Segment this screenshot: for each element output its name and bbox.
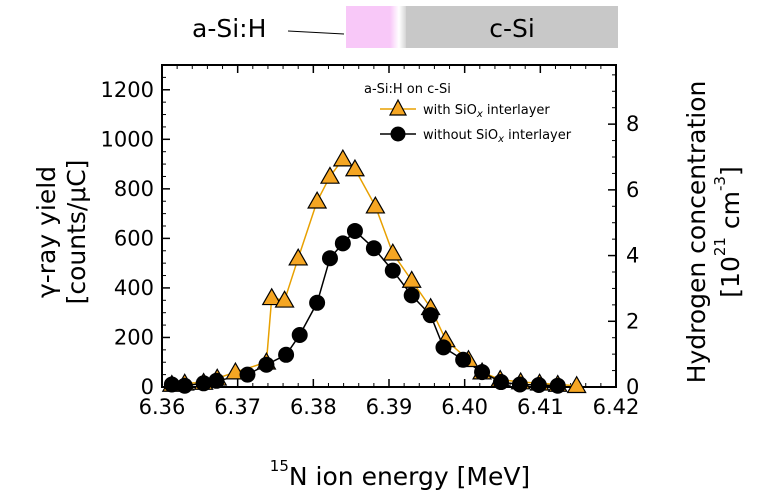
x-tick-label: 6.37	[214, 395, 261, 419]
series-1-point	[365, 240, 382, 257]
y-tick-label: 1000	[101, 127, 154, 151]
series-1-point	[309, 294, 326, 311]
y2-tick-label: 8	[626, 112, 639, 136]
a-si-h-pointer	[287, 30, 345, 35]
series-1-point	[258, 356, 275, 373]
y2-title-sup1: 21	[711, 237, 729, 256]
series-0-point	[365, 195, 386, 214]
y-tick-label: 1200	[101, 78, 154, 102]
y-tick-label: 0	[141, 375, 154, 399]
c-si-label: c-Si	[489, 14, 535, 43]
y2-title-sup2: -3	[711, 176, 729, 191]
legend-label-without-base: without SiO	[423, 128, 498, 143]
series-1-point	[492, 374, 509, 391]
series-0-point	[382, 243, 403, 261]
series-0-point	[307, 191, 328, 209]
legend-label-without: without SiOx interlayer	[423, 128, 572, 145]
x-axis: 6.36 6.37 6.38 6.39 6.40 6.41 6.42	[139, 65, 640, 419]
series-1-point	[530, 377, 547, 394]
c-si-layer	[406, 6, 618, 48]
x-tick-label: 6.36	[139, 395, 186, 419]
y2-tick-label: 4	[626, 244, 639, 268]
y2-axis-title-line2: [1021 cm-3]	[711, 166, 745, 297]
series-1-point	[474, 364, 491, 381]
series-1-point	[334, 235, 351, 252]
series-1-point	[321, 250, 338, 267]
x-tick-label: 6.42	[593, 395, 640, 419]
y2-title-open: [10	[716, 256, 745, 298]
y2-title-close: ]	[716, 166, 745, 176]
y2-tick-label: 0	[626, 375, 639, 399]
y2-title-mid: cm	[716, 191, 745, 237]
series-1-point	[291, 326, 308, 343]
series-0-point	[288, 247, 309, 266]
series-1-point	[455, 351, 472, 368]
series-layer	[161, 148, 587, 394]
interface-layer	[390, 6, 408, 48]
series-1-point	[384, 262, 401, 279]
y-tick-label: 400	[114, 276, 154, 300]
series-0-point	[332, 148, 353, 167]
series-1-point	[176, 377, 193, 394]
series-1-point	[239, 366, 256, 383]
a-si-h-label: a-Si:H	[192, 14, 266, 43]
legend-label-with-base: with SiO	[423, 103, 477, 118]
y2-tick-label: 2	[626, 309, 639, 333]
y-axis: 0 200 400 600 800 1000 1200	[101, 64, 170, 399]
legend-marker-with	[389, 98, 407, 116]
series-1-point	[163, 376, 180, 393]
y-axis-title: γ-ray yield [counts/μC]	[32, 160, 91, 305]
legend-label-with-sub: x	[476, 109, 483, 120]
series-1-point	[511, 376, 528, 393]
legend: a-Si:H on c-Si with SiOx interlayer with…	[364, 82, 572, 145]
series-0-point	[274, 290, 295, 308]
y-tick-label: 800	[114, 177, 154, 201]
y-tick-label: 600	[114, 226, 154, 250]
legend-label-with-rest: interlayer	[483, 103, 551, 118]
x-axis-title-text: N ion energy [MeV]	[289, 462, 530, 491]
series-1-point	[549, 377, 566, 394]
x-tick-label: 6.40	[441, 395, 488, 419]
series-0-line	[171, 158, 577, 387]
y2-axis-title-line1: Hydrogen concentration	[682, 81, 711, 384]
series-1-point	[435, 339, 452, 356]
x-tick-label: 6.38	[290, 395, 337, 419]
series-1-point	[346, 222, 363, 239]
series-1-line	[171, 229, 558, 387]
y2-axis: 0 2 4 6 8	[608, 74, 639, 399]
series-0-point	[566, 375, 587, 394]
y-tick-label: 200	[114, 325, 154, 349]
x-tick-label: 6.39	[366, 395, 413, 419]
legend-label-without-sub: x	[497, 134, 504, 145]
legend-marker-without	[390, 126, 406, 142]
series-0-point	[319, 166, 341, 184]
series-0-point	[401, 270, 422, 288]
series-0-point	[344, 158, 365, 177]
a-si-h-layer	[346, 6, 392, 48]
series-1-point	[422, 307, 439, 324]
series-1-point	[195, 375, 212, 392]
y2-tick-label: 6	[626, 178, 639, 202]
series-1-point	[208, 372, 225, 389]
y-axis-title-line1: γ-ray yield	[32, 166, 61, 298]
y-axis-title-line2: [counts/μC]	[62, 160, 91, 305]
series-1-point	[278, 346, 295, 363]
structure-bar: a-Si:H c-Si	[192, 6, 618, 48]
series-0-point	[261, 287, 282, 306]
legend-label-with: with SiOx interlayer	[423, 103, 550, 120]
y2-axis-title: Hydrogen concentration [1021 cm-3]	[682, 81, 745, 384]
series-1-point	[403, 287, 420, 304]
legend-title: a-Si:H on c-Si	[364, 82, 451, 97]
x-tick-label: 6.41	[517, 395, 564, 419]
x-axis-title: 15N ion energy [MeV]	[270, 457, 530, 491]
legend-label-without-rest: interlayer	[504, 128, 572, 143]
x-axis-title-sup: 15	[270, 457, 289, 475]
